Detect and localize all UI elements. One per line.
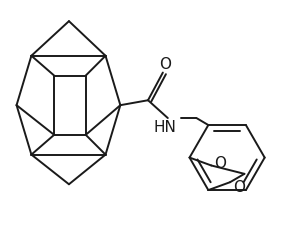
Text: O: O [159, 57, 171, 72]
Text: O: O [214, 156, 226, 171]
Text: O: O [233, 180, 245, 195]
Text: HN: HN [154, 120, 176, 135]
